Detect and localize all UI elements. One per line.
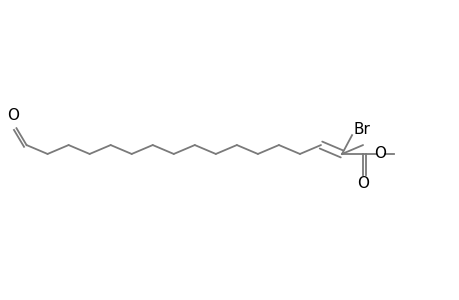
Text: O: O (374, 146, 386, 161)
Text: Br: Br (353, 122, 370, 137)
Text: O: O (356, 176, 368, 191)
Text: O: O (7, 108, 19, 123)
